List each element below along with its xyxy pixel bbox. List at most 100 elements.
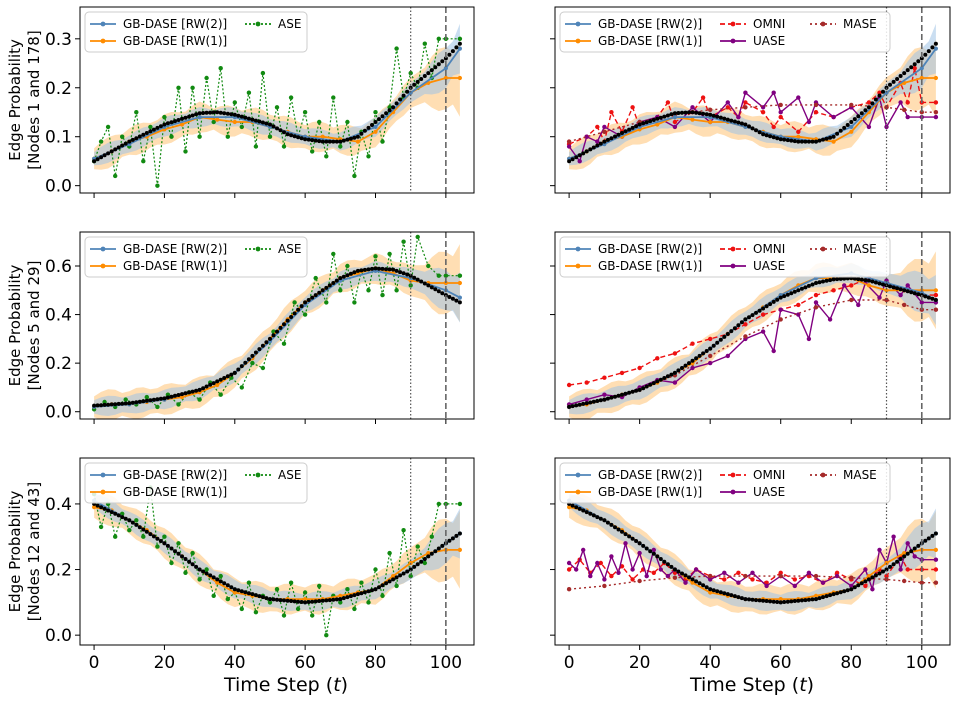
uase-series-point [933, 557, 939, 562]
true-probability-point [799, 139, 804, 144]
mase-series-point [602, 583, 607, 589]
ase-series-point [394, 583, 399, 589]
true-probability-point [616, 393, 621, 398]
mase-series-point [902, 578, 907, 584]
true-probability-point [803, 285, 808, 290]
true-probability-point [190, 562, 195, 567]
legend-rw2-label: GB-DASE [RW(2)] [598, 242, 702, 256]
uase-series-point [905, 114, 910, 120]
ase-series-point [246, 90, 252, 95]
legend-box [84, 11, 308, 53]
true-probability-point [641, 121, 646, 126]
plot-area [566, 23, 939, 170]
uase-series-point [796, 95, 801, 100]
true-probability-point [232, 370, 237, 375]
true-probability-point [863, 278, 868, 283]
true-probability-point [630, 389, 635, 394]
true-probability-point [377, 266, 381, 271]
rw1-series-point [690, 117, 695, 122]
true-probability-point [697, 111, 702, 116]
ase-series-point [250, 360, 255, 366]
x-tick-label: 80 [840, 653, 862, 673]
uase-series-point [588, 573, 593, 579]
uase-series-point [806, 119, 812, 125]
true-probability-point [866, 278, 871, 283]
true-probability-point [743, 122, 748, 127]
mase-series-point [566, 587, 572, 592]
true-probability-point [148, 129, 153, 134]
true-probability-point [697, 581, 702, 586]
true-probability-point [669, 112, 674, 117]
y-axis-label-line: [Nodes 12 and 43] [25, 482, 43, 621]
true-probability-point [187, 559, 192, 564]
ase-series-point [387, 550, 392, 556]
true-probability-point [405, 569, 410, 574]
true-probability-point [623, 532, 628, 537]
true-probability-point [665, 562, 670, 567]
ase-series-point [359, 580, 364, 585]
true-probability-point [627, 127, 632, 132]
uase-series-point [693, 567, 699, 572]
axes-frame [79, 457, 475, 646]
true-probability-point [408, 273, 413, 278]
ase-series-point [415, 234, 420, 240]
legend-rw1-swatch-marker [575, 263, 581, 269]
ase-series-point [102, 399, 107, 405]
true-probability-point [683, 573, 688, 578]
true-probability-point [757, 598, 762, 603]
true-probability-point [687, 575, 691, 580]
true-probability-point [676, 111, 681, 115]
ase-series-point [331, 95, 336, 100]
true-probability-point [595, 515, 600, 520]
true-probability-point [584, 510, 589, 515]
ase-series-point [281, 613, 287, 618]
ase-series-point [162, 534, 167, 539]
omni-series-point [813, 292, 819, 298]
true-probability-point [810, 139, 815, 144]
true-probability-point [137, 399, 142, 404]
mase-series-point [708, 573, 713, 579]
ase-series-point [295, 606, 301, 612]
true-probability-point [352, 270, 357, 275]
true-probability-point [130, 400, 135, 405]
legend-rw1-swatch-marker [100, 489, 106, 495]
true-probability-point [338, 597, 343, 602]
true-probability-point [313, 293, 318, 298]
true-probability-point [824, 136, 829, 141]
true-probability-point [296, 135, 301, 140]
true-probability-point [253, 350, 258, 355]
true-probability-point [754, 310, 758, 315]
true-probability-point [817, 596, 822, 601]
true-probability-point [739, 320, 744, 325]
true-probability-point [426, 71, 431, 76]
axes-frame [79, 231, 475, 420]
rw2-series-point [197, 115, 202, 120]
true-probability-point [134, 522, 139, 527]
ase-series-point [113, 173, 118, 179]
uase-series-point [566, 560, 572, 566]
true-probability-point [775, 297, 780, 302]
true-probability-point [187, 390, 192, 395]
true-probability-point [215, 110, 220, 115]
true-probability-point [362, 128, 367, 133]
legend-rw1-swatch-marker [100, 263, 106, 269]
true-probability-point [257, 594, 262, 599]
ase-series-point [155, 544, 160, 549]
true-probability-point [577, 402, 582, 407]
true-probability-point [190, 113, 195, 118]
true-probability-point [849, 587, 854, 592]
uase-series-point [792, 583, 797, 589]
true-probability-point [595, 399, 600, 403]
true-probability-point [916, 59, 921, 64]
rw1-series-point [655, 122, 660, 127]
true-probability-point [362, 267, 367, 272]
true-probability-point [581, 151, 586, 156]
true-probability-point [260, 343, 265, 348]
true-probability-point [729, 329, 734, 334]
true-probability-point [651, 551, 656, 556]
true-probability-point [239, 114, 244, 119]
true-probability-point [789, 138, 794, 143]
uase-series-point [623, 541, 628, 546]
true-probability-point [708, 112, 713, 117]
